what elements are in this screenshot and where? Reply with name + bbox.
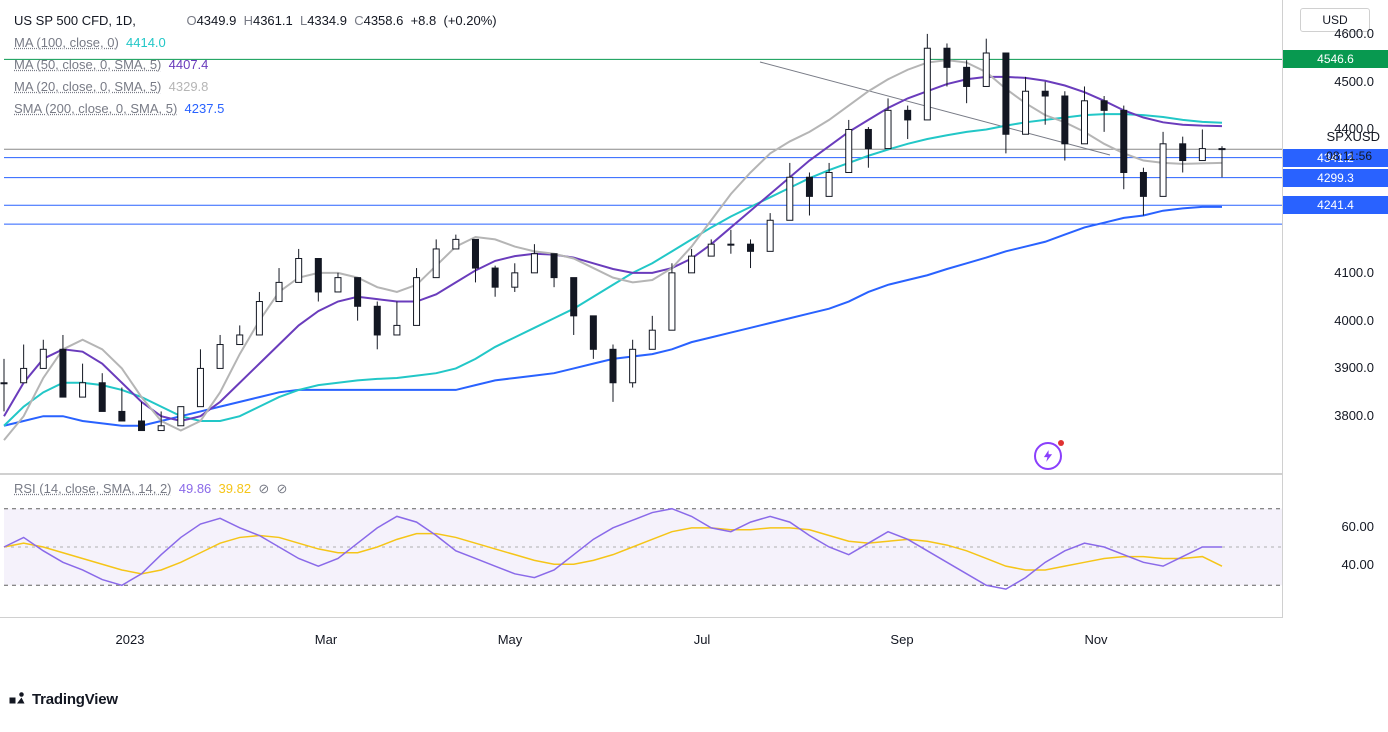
time-tick: 2023	[116, 632, 145, 647]
flash-icon[interactable]	[1034, 442, 1062, 470]
rsi-icon1: ⊘	[258, 481, 269, 496]
ma20-value: 4329.8	[169, 79, 209, 94]
time-tick: Sep	[890, 632, 913, 647]
ohlc-change: +8.8	[411, 13, 437, 28]
price-level-label[interactable]: 4241.4	[1283, 196, 1388, 214]
sma200-label[interactable]: SMA (200, close, 0, SMA, 5)	[14, 101, 177, 116]
ma50-label[interactable]: MA (50, close, 0, SMA, 5)	[14, 57, 161, 72]
chart-container: US SP 500 CFD, 1D, O4349.9 H4361.1 L4334…	[0, 0, 1388, 732]
symbol-label: SPXUSD	[1327, 129, 1380, 144]
rsi-signal: 39.82	[219, 481, 252, 496]
ohlc-h: 4361.1	[253, 13, 293, 28]
price-level-label[interactable]: 4299.3	[1283, 169, 1388, 187]
countdown-label: 08:11:56	[1326, 149, 1372, 163]
rsi-label[interactable]: RSI (14, close, SMA, 14, 2)	[14, 481, 172, 496]
ma50-value: 4407.4	[169, 57, 209, 72]
price-tick: 4600.0	[1334, 26, 1374, 41]
time-tick: Nov	[1084, 632, 1107, 647]
time-tick: Jul	[694, 632, 711, 647]
ohlc-c-label: C	[354, 13, 363, 28]
price-axis[interactable]: USD 4600.04500.04400.04100.04000.03900.0…	[1282, 0, 1388, 618]
price-tick: 4000.0	[1334, 313, 1374, 328]
ohlc-l: 4334.9	[307, 13, 347, 28]
price-tick: 4500.0	[1334, 74, 1374, 89]
ma100-value: 4414.0	[126, 35, 166, 50]
ohlc-o-label: O	[186, 13, 196, 28]
rsi-panel[interactable]: RSI (14, close, SMA, 14, 2) 49.86 39.82 …	[0, 474, 1282, 618]
chart-legend: US SP 500 CFD, 1D, O4349.9 H4361.1 L4334…	[14, 10, 497, 120]
rsi-tick: 60.00	[1341, 519, 1374, 534]
rsi-legend: RSI (14, close, SMA, 14, 2) 49.86 39.82 …	[14, 481, 287, 497]
price-tick: 4100.0	[1334, 265, 1374, 280]
price-chart[interactable]: US SP 500 CFD, 1D, O4349.9 H4361.1 L4334…	[0, 0, 1282, 474]
time-axis[interactable]: 2023 Mar May Jul Sep Nov	[0, 618, 1282, 672]
ohlc-pct: (+0.20%)	[444, 13, 497, 28]
time-tick: May	[498, 632, 523, 647]
rsi-icon2: ⊘	[276, 481, 287, 496]
price-level-label[interactable]: 4546.6	[1283, 50, 1388, 68]
price-tick: 3800.0	[1334, 408, 1374, 423]
rsi-value: 49.86	[179, 481, 212, 496]
ohlc-c: 4358.6	[364, 13, 404, 28]
ohlc-h-label: H	[244, 13, 253, 28]
ohlc-o: 4349.9	[197, 13, 237, 28]
price-tick: 3900.0	[1334, 360, 1374, 375]
ma20-label[interactable]: MA (20, close, 0, SMA, 5)	[14, 79, 161, 94]
brand-text: TradingView	[32, 691, 118, 708]
time-tick: Mar	[315, 632, 337, 647]
tradingview-logo[interactable]: TradingView	[8, 690, 118, 708]
ma100-label[interactable]: MA (100, close, 0)	[14, 35, 119, 50]
sma200-value: 4237.5	[185, 101, 225, 116]
rsi-tick: 40.00	[1341, 557, 1374, 572]
symbol-title[interactable]: US SP 500 CFD, 1D,	[14, 13, 136, 28]
